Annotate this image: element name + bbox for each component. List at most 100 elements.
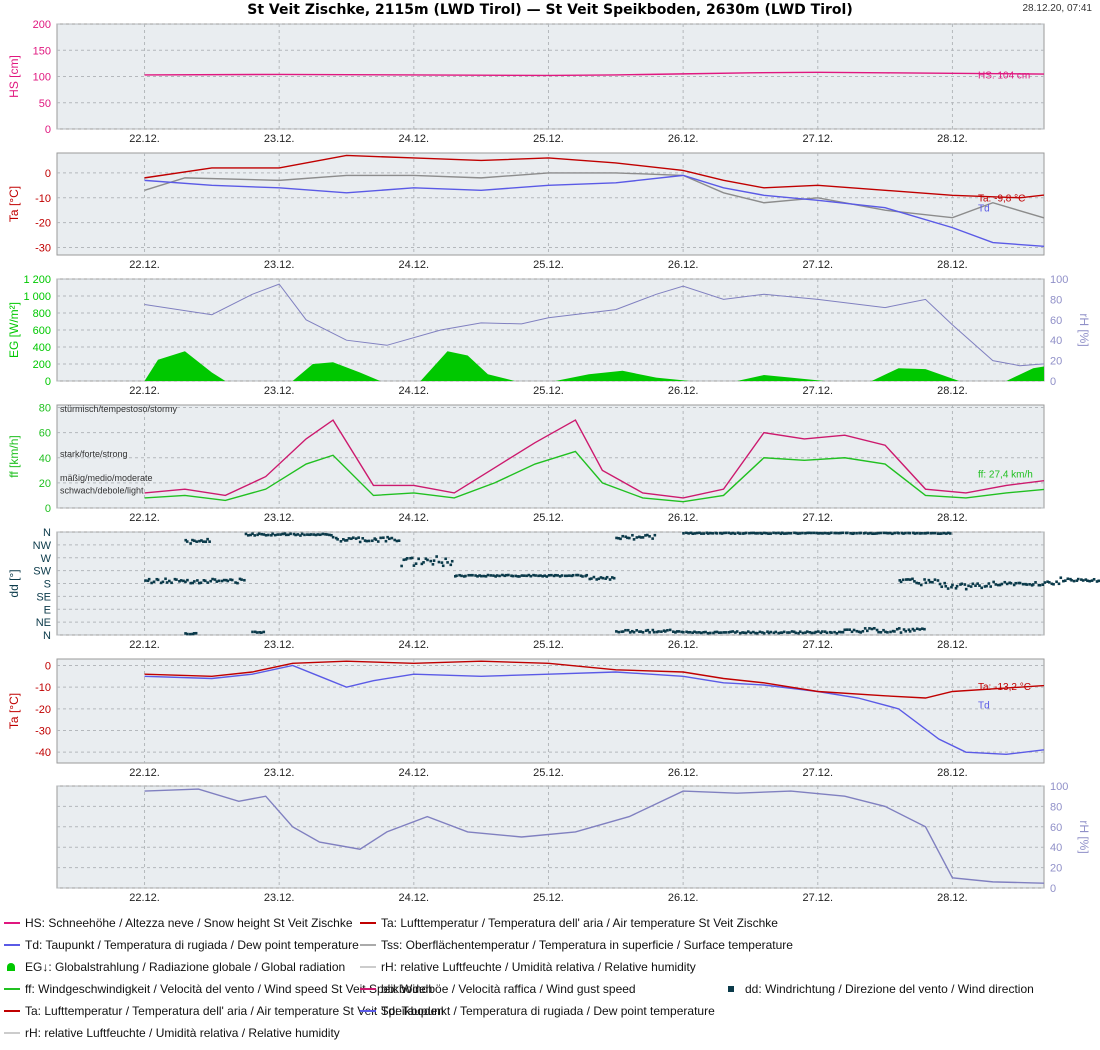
dd-point [839,531,842,535]
panel-wind: 22.12. 23.12. 24.12. 25.12. 26.12. 27.12. 28.1… [7,403,1045,524]
dd-point [249,533,252,537]
dd-point [202,540,205,543]
dd-point [717,631,721,634]
dd-point [782,630,786,634]
y-tick-label: 50 [39,98,51,110]
dd-point [615,536,618,540]
series-rH [144,788,1044,884]
dd-point [644,629,648,633]
dd-point [431,563,435,566]
dd-point [888,531,892,535]
dd-point [312,533,316,536]
dd-point [801,531,804,535]
panel-hs: 22.12. 23.12. 24.12. 25.12. 26.12. 27.12. 28.1… [7,19,1045,145]
dd-point [460,574,463,578]
dd-point [420,562,424,566]
dd-point [192,632,196,635]
dd-point [1088,579,1092,583]
dd-point [299,534,302,537]
dd-point [859,631,863,634]
legend-swatch [360,984,376,994]
dd-point [946,531,950,535]
dd-point [563,574,567,578]
dd-point [1090,579,1094,582]
dd-point [541,574,544,578]
dd-point [735,630,739,633]
legend-swatch [4,962,20,972]
x-tick-label: 25.12. [533,639,564,651]
dd-point [933,531,937,535]
dd-point [938,582,942,586]
dd-point [742,532,746,535]
plot-area [56,785,1045,889]
dd-point [518,575,521,578]
dd-point [446,561,449,564]
dd-point [804,531,807,535]
dd-point [550,573,553,577]
dd-point [886,631,889,634]
dd-point [807,531,811,535]
dd-point [923,532,926,535]
dd-point [173,577,177,581]
dd-point [253,630,257,634]
dd-point [251,532,254,536]
end-label: Ta: -9,8 °C [978,193,1025,204]
y-tick-label: 40 [39,453,51,465]
dd-point [612,576,616,580]
dd-point [646,533,649,537]
dd-point [575,573,578,577]
dd-point [691,532,695,536]
dd-point [610,576,614,579]
dd-point [592,575,596,579]
dd-point [532,573,535,577]
y-tick-label: -10 [35,682,51,694]
dd-point [821,532,824,535]
dd-point [744,531,748,535]
dd-point [882,531,886,535]
dd-point [601,576,605,580]
dd-point [891,629,895,633]
dd-point [400,564,403,568]
dd-point [729,532,733,535]
dd-point [933,578,937,581]
dd-point [697,631,701,634]
dd-point [1086,579,1089,583]
dd-point [823,630,827,633]
legend-label: bb: Windböe / Velocità raffica / Wind gu… [381,982,636,996]
dd-point [186,632,189,636]
dd-point [303,533,306,537]
dd-point [769,630,773,634]
dd-point [989,585,992,588]
dd-point [691,631,694,635]
dd-point [819,631,823,635]
dd-point [215,580,219,583]
dd-point [309,533,313,536]
dd-point [184,580,187,584]
dd-point [213,578,217,581]
dd-point [150,581,153,585]
legend-swatch [360,962,376,972]
end-label: HS: 104 cm [978,70,1030,81]
dd-point [184,538,188,542]
dd-point [632,630,636,634]
dd-point [507,573,510,577]
dd-point [619,537,622,541]
dd-point [911,577,914,581]
dd-point [891,532,894,536]
dd-point [1095,580,1099,583]
dd-point [889,630,892,634]
dd-point [217,579,221,583]
y-tick-label: 150 [33,45,51,57]
dd-point [437,560,441,564]
legend-label: ff: Windgeschwindigkeit / Velocità del v… [25,982,433,996]
x-tick-label: 28.12. [937,639,968,651]
y-tick-label: -20 [35,218,51,230]
dd-point [267,533,270,537]
dd-point [641,536,645,539]
dd-point [702,630,706,634]
legend-item: EG↓: Globalstrahlung / Radiazione global… [4,960,345,974]
dd-point [440,561,444,564]
dd-point [635,629,638,632]
dd-point [534,574,537,577]
dd-point [861,629,865,633]
